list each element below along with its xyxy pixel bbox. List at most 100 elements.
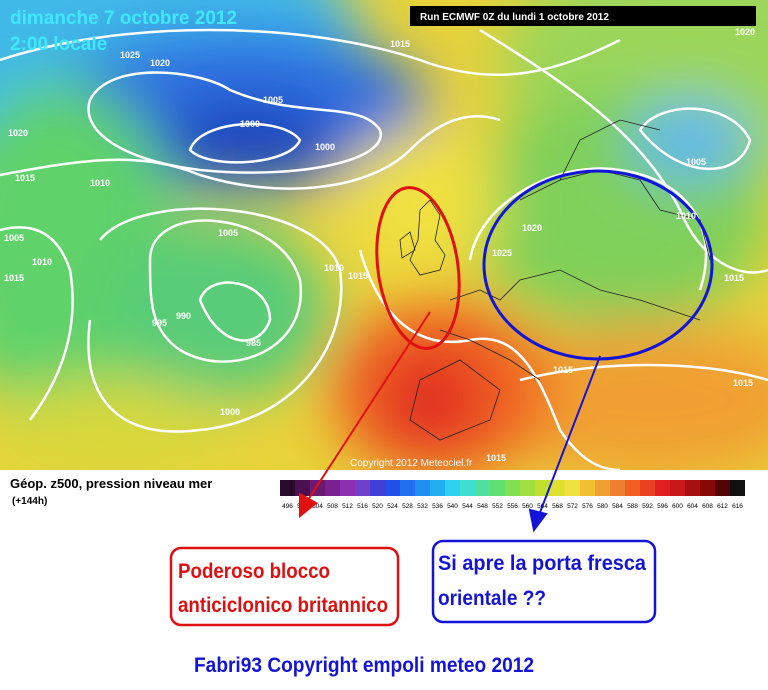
scale-label: 568 [552, 503, 563, 510]
isobars [0, 28, 768, 472]
scale-label: 536 [432, 503, 443, 510]
legend-title: Géop. z500, pression niveau mer [10, 476, 212, 491]
isobar-label: 1015 [4, 273, 24, 283]
scale-label: 592 [642, 503, 653, 510]
scale-swatch [325, 480, 340, 496]
color-scale: 4965005045085125165205245285325365405445… [280, 480, 745, 510]
isobar-label: 1010 [32, 257, 52, 267]
date: dimanche 7 octobre 2012 [10, 8, 237, 29]
run-box [410, 6, 756, 26]
scale-label: 604 [687, 503, 698, 510]
scale-label: 600 [672, 503, 683, 510]
scale-swatch [370, 480, 385, 496]
scale-swatch [475, 480, 490, 496]
isobar-label: 1005 [686, 157, 706, 167]
scale-swatch [520, 480, 535, 496]
scale-label: 580 [597, 503, 608, 510]
isobar-label: 1000 [240, 119, 260, 129]
red-arrow [299, 311, 431, 519]
isobar-label: 1015 [724, 273, 744, 283]
isobar-label: 1000 [315, 142, 335, 152]
legend-subtitle: (+144h) [12, 496, 47, 507]
blue-box [431, 539, 657, 624]
isobar-label: 1015 [390, 39, 410, 49]
scale-swatch [355, 480, 370, 496]
isobar-label: 1015 [486, 453, 506, 463]
copyright: Copyright 2012 Meteociel.fr [350, 458, 473, 469]
isobar-labels: 1020 1025 1020 1015 1005 1000 1020 1000 1015 1010… [4, 27, 755, 463]
scale-swatch [730, 480, 745, 496]
scale-label: 576 [582, 503, 593, 510]
scale-label: 524 [387, 503, 398, 510]
isobar-label: 1025 [492, 248, 512, 258]
isobar-label: 1025 [120, 50, 140, 60]
run: Run ECMWF 0Z du lundi 1 octobre 2012 [420, 12, 609, 23]
scale-label: 608 [702, 503, 713, 510]
blue-box-line: Si apre la porta fresca [438, 552, 646, 575]
scale-label: 556 [507, 503, 518, 510]
isobar-label: 1005 [218, 228, 238, 238]
scale-swatch [625, 480, 640, 496]
scale-label: 588 [627, 503, 638, 510]
scale-label: 560 [522, 503, 533, 510]
isobar-label: 1015 [348, 271, 368, 281]
scale-label: 520 [372, 503, 383, 510]
scale-swatch [415, 480, 430, 496]
footer: Fabri93 Copyright empoli meteo 2012 [194, 654, 534, 677]
time: 2:00 locale [10, 34, 107, 55]
scale-swatch [535, 480, 550, 496]
scale-swatch [280, 480, 295, 496]
scale-swatch [685, 480, 700, 496]
scale-swatch [610, 480, 625, 496]
red-box-line: Poderoso blocco [178, 560, 330, 583]
scale-label: 584 [612, 503, 623, 510]
scale-swatch [490, 480, 505, 496]
isobar-label: 995 [152, 318, 167, 328]
scale-swatch [460, 480, 475, 496]
scale-label: 540 [447, 503, 458, 510]
scale-label: 596 [657, 503, 668, 510]
field [0, 0, 768, 470]
scale-label: 548 [477, 503, 488, 510]
scale-swatch [340, 480, 355, 496]
isobar-label: 1010 [676, 211, 696, 221]
scale-label: 496 [282, 503, 293, 510]
scale-label: 508 [327, 503, 338, 510]
scale-label: 612 [717, 503, 728, 510]
uk-circle [375, 186, 461, 350]
red-box [169, 546, 400, 627]
isobar-label: 1005 [4, 233, 24, 243]
scale-swatch [640, 480, 655, 496]
isobar-label: 1005 [263, 95, 283, 105]
isobar-label: 1020 [8, 128, 28, 138]
isobar-label: 990 [176, 311, 191, 321]
scale-swatch [595, 480, 610, 496]
blue-arrow [528, 355, 601, 533]
scale-swatch [565, 480, 580, 496]
scale-swatch [580, 480, 595, 496]
scale-swatch [655, 480, 670, 496]
scale-swatch [400, 480, 415, 496]
scale-label: 504 [312, 503, 323, 510]
scale-swatch [550, 480, 565, 496]
scale-swatch [715, 480, 730, 496]
scale-label: 532 [417, 503, 428, 510]
scale-label: 572 [567, 503, 578, 510]
isobar-label: 1020 [735, 27, 755, 37]
scale-swatch [700, 480, 715, 496]
scale-swatch [295, 480, 310, 496]
isobar-label: 1015 [733, 378, 753, 388]
scale-swatch [505, 480, 520, 496]
blue-box-line: orientale ?? [438, 587, 546, 610]
red-box-line: anticiclonico britannico [178, 594, 388, 617]
scale-label: 616 [732, 503, 743, 510]
scale-swatch [430, 480, 445, 496]
scale-swatch [445, 480, 460, 496]
scale-label: 516 [357, 503, 368, 510]
isobar-label: 1015 [553, 365, 573, 375]
isobar-label: 1020 [522, 223, 542, 233]
scale-swatch [670, 480, 685, 496]
isobar-label: 1010 [90, 178, 110, 188]
